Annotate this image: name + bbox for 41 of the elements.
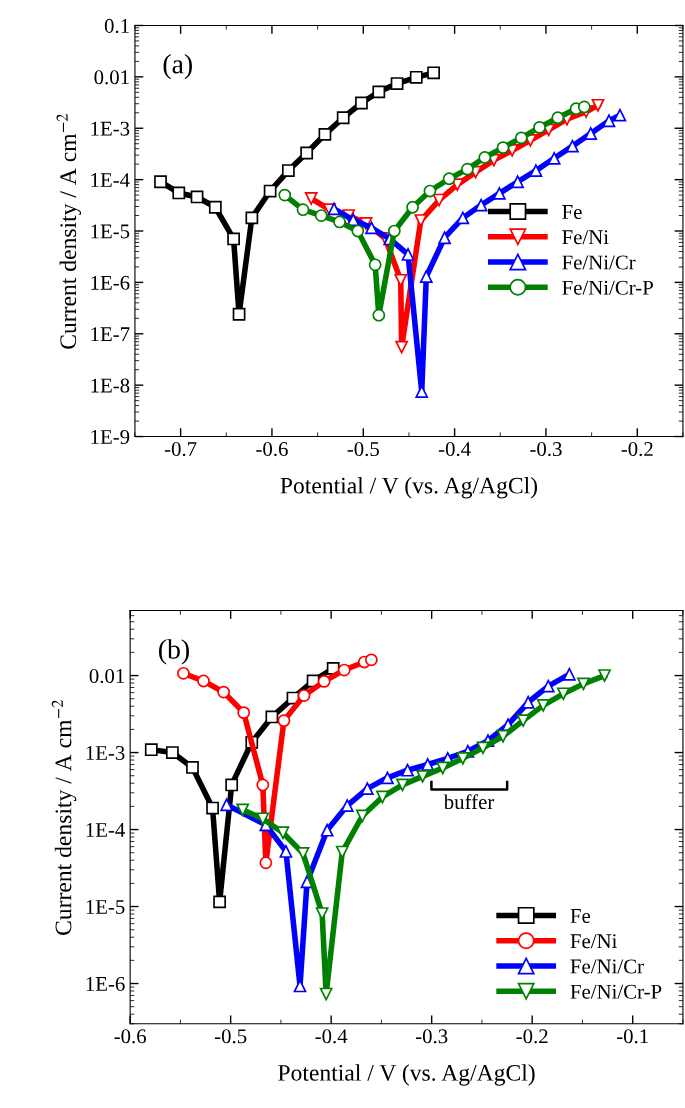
y-tick-label: 1E-5: [86, 900, 125, 914]
y-tick-label: 1E-6: [91, 275, 130, 290]
legend-label: Fe/Ni: [562, 230, 609, 245]
x-tick-label: -0.6: [114, 1029, 147, 1044]
annotation: (b): [159, 639, 189, 665]
legend-label: Fe/Ni/Cr-P: [570, 984, 662, 999]
annotation: buffer: [443, 794, 495, 810]
y-tick-label: 1E-6: [86, 976, 125, 991]
x-tick-label: -0.7: [164, 442, 197, 457]
x-tick-label: -0.5: [347, 442, 379, 457]
legend-label: Fe/Ni/Cr: [570, 959, 644, 974]
y-tick-label: 1E-5: [91, 224, 130, 239]
legend-label: Fe: [562, 205, 582, 219]
y-tick-label: 0.1: [104, 18, 129, 34]
x-axis-title: Potential / V (vs. Ag/AgCl): [280, 476, 538, 499]
y-axis-title: Current density / A cm$^{−2}$: [56, 113, 82, 349]
x-tick-label: -0.1: [616, 1029, 648, 1044]
legend-label: Fe/Ni: [570, 934, 617, 949]
x-tick-label: -0.4: [315, 1029, 348, 1044]
y-tick-label: 1E-4: [86, 823, 125, 837]
legend-label: Fe/Ni/Cr: [562, 255, 636, 270]
x-tick-label: -0.5: [214, 1029, 247, 1044]
y-tick-label: 1E-8: [91, 378, 130, 393]
y-tick-label: 1E-9: [91, 429, 130, 444]
x-tick-label: -0.2: [516, 1029, 548, 1044]
y-tick-label: 1E-3: [86, 746, 125, 760]
annotation: (a): [163, 54, 192, 80]
legend-label: Fe: [570, 909, 591, 923]
x-tick-label: -0.6: [256, 442, 288, 457]
y-tick-label: 1E-4: [91, 173, 130, 187]
x-tick-label: -0.4: [438, 442, 471, 457]
y-tick-label: 0.01: [89, 668, 125, 684]
x-tick-label: -0.3: [530, 442, 562, 457]
y-tick-label: 0.01: [94, 70, 129, 85]
legend-label: Fe/Ni/Cr-P: [562, 280, 653, 295]
x-tick-label: -0.2: [621, 442, 653, 457]
y-axis-title: Current density / A cm$^{−2}$: [51, 700, 77, 935]
y-tick-label: 1E-7: [91, 327, 130, 342]
x-tick-label: -0.3: [415, 1029, 448, 1044]
y-tick-label: 1E-3: [91, 121, 130, 136]
x-axis-title: Potential / V (vs. Ag/AgCl): [278, 1064, 535, 1086]
